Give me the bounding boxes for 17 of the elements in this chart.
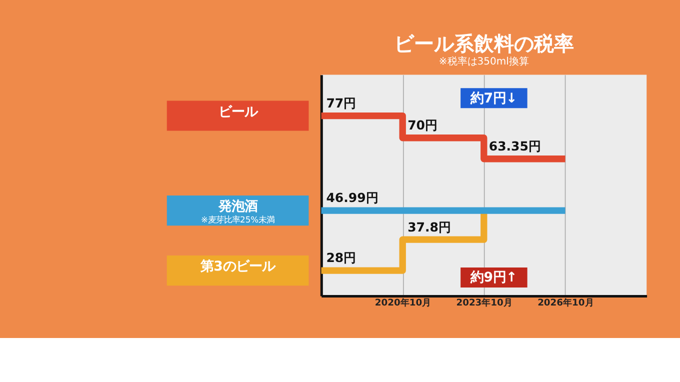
data-label: 46.99円 [326,190,379,206]
text: 第3のビール [200,260,276,275]
data-label: 63.35円 [488,138,542,154]
data-label: 28円 [326,250,357,266]
data-label: 37.8円 [408,219,452,234]
x-tick-label: 2023年10月 [456,297,512,308]
text: ※麦芽比率25%未満 [201,214,275,224]
annotation: 約9円↑ [470,270,518,286]
annotation: 約7円↓ [470,91,518,106]
text: ビール [218,104,258,120]
chart-title: ビール系飲料の税率 [394,32,574,56]
x-tick-label: 2020年10月 [374,297,432,308]
data-label: 70円 [408,118,438,133]
chart-subtitle: ※税率は350ml換算 [438,56,529,68]
text: 発泡酒 [217,198,258,215]
x-tick-label: 2026年10月 [538,297,594,308]
data-label: 77円 [326,95,357,110]
